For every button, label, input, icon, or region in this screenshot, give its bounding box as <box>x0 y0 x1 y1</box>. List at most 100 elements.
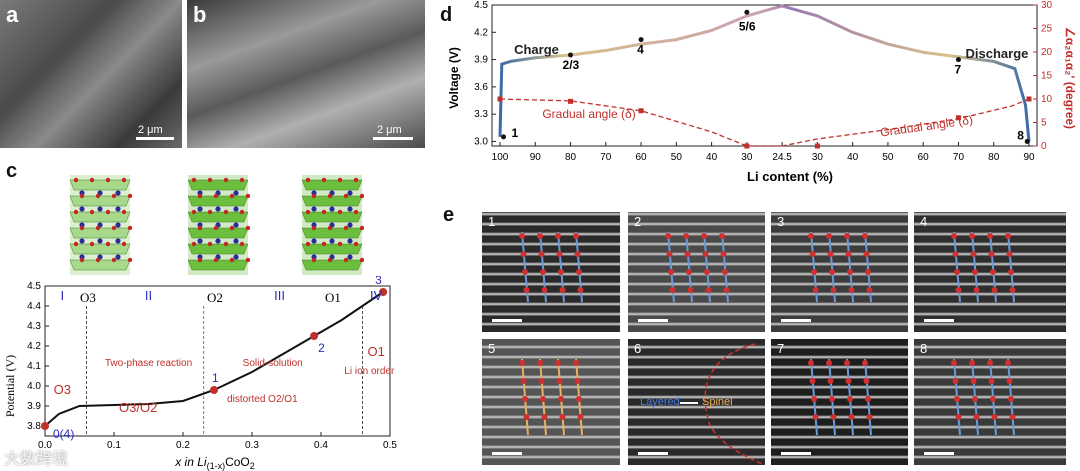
atom-marker <box>538 251 545 257</box>
atom-marker <box>812 287 819 293</box>
chart-c-frame <box>44 285 391 437</box>
atom-marker <box>829 269 835 275</box>
atom-marker <box>520 251 527 257</box>
oxygen-atom <box>111 225 117 231</box>
state-label: 2/3 <box>563 58 580 72</box>
atom-marker <box>952 251 959 257</box>
atom-marker <box>811 269 817 275</box>
atom-marker <box>722 269 728 275</box>
oxygen-atom <box>359 193 365 199</box>
atom-marker <box>573 360 579 366</box>
lithium-atom <box>197 238 203 244</box>
tem-scalebar <box>492 452 522 455</box>
region-label: I <box>60 288 64 303</box>
atom-marker <box>848 414 855 420</box>
state-label: 1 <box>512 126 519 140</box>
tem-label: 3 <box>777 214 785 229</box>
x-tick-label: 70 <box>953 152 965 163</box>
atom-marker <box>990 269 996 275</box>
chart-c-xlabel: x in Li(1-x)CoO2 <box>174 455 255 471</box>
oxygen-atom <box>191 209 197 215</box>
lithium-atom <box>197 206 203 212</box>
oxygen-atom <box>311 257 317 263</box>
lithium-atom <box>115 206 121 212</box>
atom-marker <box>847 269 853 275</box>
y2-tick-label: 25 <box>1041 24 1053 35</box>
lithium-atom <box>347 222 353 228</box>
tem-image-2: 2 <box>628 212 765 332</box>
angle-point <box>744 143 750 149</box>
state-point <box>41 422 49 430</box>
atom-marker <box>866 414 873 420</box>
octahedral-layer <box>187 179 249 191</box>
atom-marker <box>844 360 850 366</box>
atom-marker <box>687 287 694 293</box>
oxygen-atom <box>359 225 365 231</box>
x-tick-label: 100 <box>492 152 509 163</box>
atom-marker <box>865 269 871 275</box>
panel-label-b: b <box>193 2 207 27</box>
y-tick-label: 4.3 <box>27 321 41 332</box>
lithium-atom <box>115 254 121 260</box>
oxygen-atom <box>239 241 245 247</box>
oxygen-atom <box>95 257 101 263</box>
y2-tick-label: 5 <box>1041 118 1047 129</box>
octahedral-layer <box>69 227 131 239</box>
atom-marker <box>955 287 962 293</box>
annotation-text: O3 <box>54 382 71 397</box>
atom-marker <box>558 396 564 402</box>
atom-marker <box>522 396 528 402</box>
oxygen-atom <box>327 257 333 263</box>
tem-label: 5 <box>488 341 496 356</box>
oxygen-atom <box>353 177 359 183</box>
atom-marker <box>991 414 998 420</box>
oxygen-atom <box>127 193 133 199</box>
x-tick-label: 0.5 <box>383 440 397 451</box>
oxygen-atom <box>197 257 203 263</box>
atom-marker <box>519 233 525 239</box>
atom-marker <box>1009 287 1016 293</box>
chart-d-xlabel: Li content (%) <box>747 169 833 184</box>
octahedral-layer <box>301 179 363 191</box>
oxygen-atom <box>327 193 333 199</box>
atom-marker <box>719 233 725 239</box>
tem-overlay <box>519 231 584 303</box>
oxygen-atom <box>321 209 327 215</box>
atom-marker <box>972 269 978 275</box>
lithium-atom <box>79 238 85 244</box>
oxygen-atom <box>343 257 349 263</box>
lithium-atom <box>311 238 317 244</box>
atom-marker <box>866 287 873 293</box>
sem-image-a: a 2 μm <box>0 0 182 148</box>
atom-marker <box>723 287 730 293</box>
octahedral-layer <box>301 211 363 223</box>
tem-scalebar <box>638 452 668 455</box>
y2-tick-label: 20 <box>1041 47 1053 58</box>
atom-marker <box>522 269 528 275</box>
sem-image-b: b 2 μm <box>187 0 425 148</box>
oxygen-atom <box>337 177 343 183</box>
state-point <box>744 9 750 15</box>
angle-point <box>1026 96 1032 102</box>
x-tick-label: 0.1 <box>107 440 121 451</box>
tem-image-4: 4 <box>914 212 1066 332</box>
oxygen-atom <box>343 193 349 199</box>
oxygen-atom <box>311 193 317 199</box>
atom-marker <box>720 251 727 257</box>
state-point <box>501 134 507 140</box>
atom-marker <box>848 287 855 293</box>
x-tick-label: 80 <box>988 152 1000 163</box>
layered-label: Layered <box>640 396 680 408</box>
oxygen-atom <box>245 257 251 263</box>
atom-marker <box>954 269 960 275</box>
atom-marker <box>555 233 561 239</box>
atom-marker <box>863 251 870 257</box>
lithium-atom <box>233 190 239 196</box>
oxygen-atom <box>95 225 101 231</box>
atom-marker <box>988 378 995 384</box>
x-tick-label: 0.4 <box>314 440 328 451</box>
chart-c-ylabel: Potential (V) <box>3 355 17 417</box>
tem-overlay <box>680 343 765 465</box>
octahedral-layer <box>187 211 249 223</box>
atom-marker <box>845 251 852 257</box>
